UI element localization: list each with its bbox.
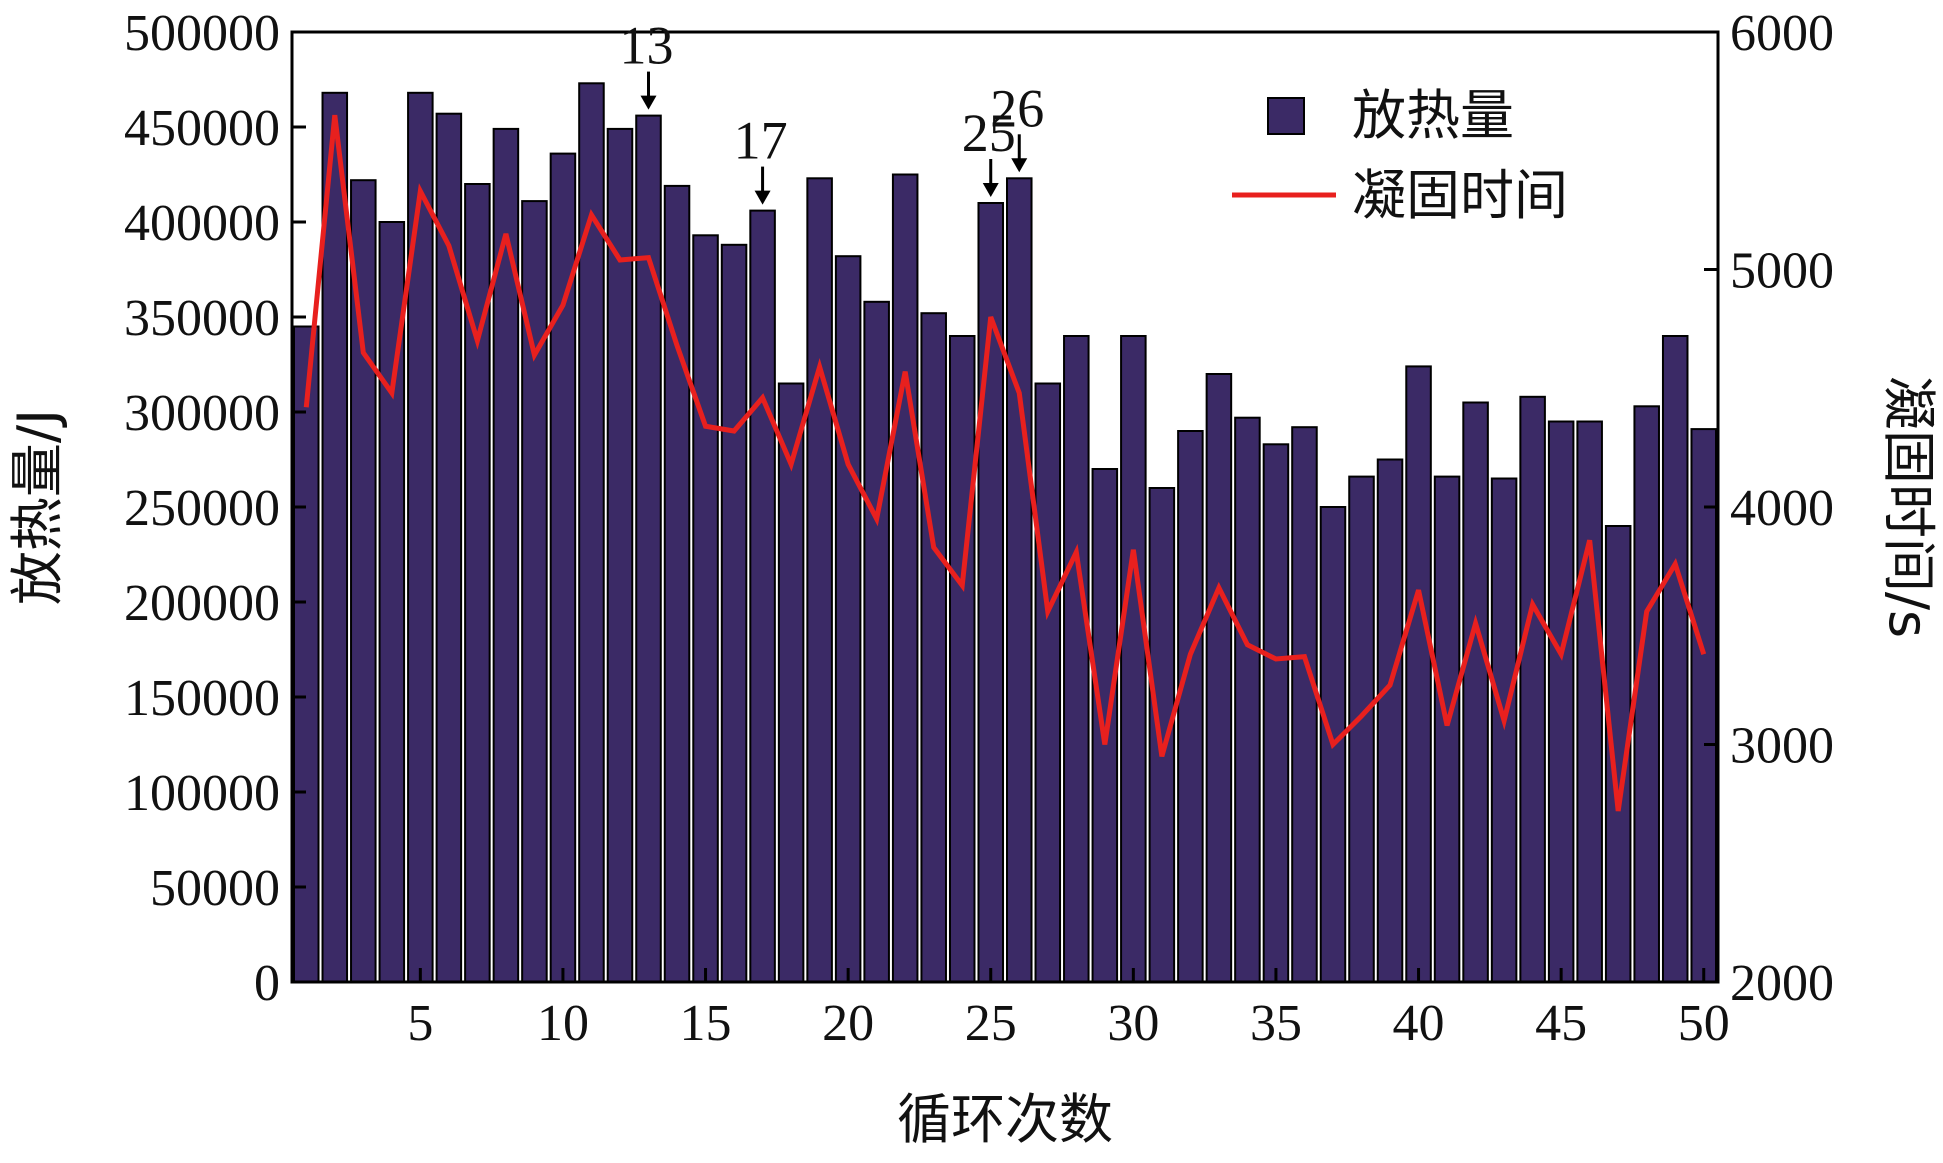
line-layer xyxy=(303,114,1707,812)
bar xyxy=(1091,468,1119,983)
annotation-label: 26 xyxy=(990,78,1044,138)
bar xyxy=(1661,335,1689,983)
annotation-arrow-head xyxy=(1011,158,1028,173)
y-axis-right-title: 凝固时间/s xyxy=(1877,376,1940,638)
bar xyxy=(1205,373,1233,983)
bar xyxy=(1576,420,1603,983)
y-right-tick-label: 6000 xyxy=(1730,5,1834,62)
bar xyxy=(635,114,662,984)
bar xyxy=(720,243,748,984)
legend-label-heat: 放热量 xyxy=(1352,84,1514,147)
y-left-tick-label: 400000 xyxy=(124,195,280,252)
bar xyxy=(948,335,976,983)
bar xyxy=(1433,475,1461,983)
y-axis-left-title: 放热量/J xyxy=(6,409,69,605)
legend: 放热量 凝固时间 xyxy=(1232,84,1568,227)
bar xyxy=(1120,335,1147,983)
bar xyxy=(1690,428,1718,984)
bar xyxy=(549,152,577,984)
bar xyxy=(1148,487,1176,983)
annotation-arrow-head xyxy=(754,190,771,205)
y-left-tick-label: 250000 xyxy=(124,480,280,537)
bar xyxy=(1519,395,1546,983)
bars-layer xyxy=(293,82,1718,984)
x-tick-label: 50 xyxy=(1678,995,1730,1052)
bar xyxy=(606,127,634,983)
x-tick-label: 45 xyxy=(1535,995,1587,1052)
x-tick-label: 30 xyxy=(1107,995,1159,1052)
bar xyxy=(1462,401,1489,983)
bar xyxy=(293,325,320,983)
bar xyxy=(663,184,691,983)
bar xyxy=(1633,405,1660,983)
x-tick-label: 40 xyxy=(1393,995,1445,1052)
y-left-tick-label: 500000 xyxy=(124,5,280,62)
bar xyxy=(863,300,890,983)
bar xyxy=(777,382,805,983)
x-tick-label: 20 xyxy=(822,995,874,1052)
bar xyxy=(1348,475,1375,983)
legend-label-time: 凝固时间 xyxy=(1352,164,1568,227)
bar xyxy=(1063,335,1090,983)
x-tick-label: 15 xyxy=(680,995,732,1052)
y-left-tick-label: 200000 xyxy=(124,575,280,632)
y-left-tick-label: 0 xyxy=(254,955,280,1012)
y-left-tick-label: 300000 xyxy=(124,385,280,442)
y-right-tick-label: 3000 xyxy=(1730,718,1834,775)
ticks-layer: 5 10 15 20 25 30 35 40 45 50 0 50000 100000 150000 200… xyxy=(124,5,1834,1052)
bar xyxy=(749,209,776,984)
series-line-solidification-time xyxy=(303,114,1707,812)
bar xyxy=(1234,416,1261,983)
x-tick-label: 5 xyxy=(407,995,433,1052)
y-right-tick-label: 4000 xyxy=(1730,480,1834,537)
y-left-tick-label: 50000 xyxy=(150,860,280,917)
bar xyxy=(806,177,833,984)
y-left-tick-label: 150000 xyxy=(124,670,280,727)
annotation-label: 25 xyxy=(962,103,1016,163)
bar xyxy=(692,234,719,984)
y-right-tick-label: 2000 xyxy=(1730,955,1834,1012)
y-left-tick-label: 350000 xyxy=(124,290,280,347)
x-tick-label: 25 xyxy=(965,995,1017,1052)
bar xyxy=(1034,382,1062,983)
y-left-tick-label: 450000 xyxy=(124,100,280,157)
bar xyxy=(1262,443,1290,983)
y-right-tick-label: 5000 xyxy=(1730,243,1834,300)
legend-swatch-heat xyxy=(1267,97,1305,135)
bar xyxy=(891,173,919,983)
annotation-label: 13 xyxy=(620,16,674,76)
bar xyxy=(1490,477,1518,983)
annotation-label: 17 xyxy=(734,111,788,171)
bar xyxy=(1547,420,1575,983)
annotation-arrow-head xyxy=(982,183,999,197)
x-tick-label: 10 xyxy=(537,995,589,1052)
y-left-tick-label: 100000 xyxy=(124,765,280,822)
bar xyxy=(1291,426,1318,983)
bar xyxy=(920,312,947,983)
annotation-arrow-head xyxy=(640,95,657,110)
bar xyxy=(435,112,463,983)
bar xyxy=(834,255,862,983)
bar xyxy=(407,91,434,984)
x-axis-title: 循环次数 xyxy=(897,1088,1113,1151)
bar xyxy=(1405,365,1432,983)
bar xyxy=(1006,177,1033,984)
bar xyxy=(1376,458,1404,983)
bar xyxy=(1177,430,1204,983)
x-tick-label: 35 xyxy=(1250,995,1302,1052)
